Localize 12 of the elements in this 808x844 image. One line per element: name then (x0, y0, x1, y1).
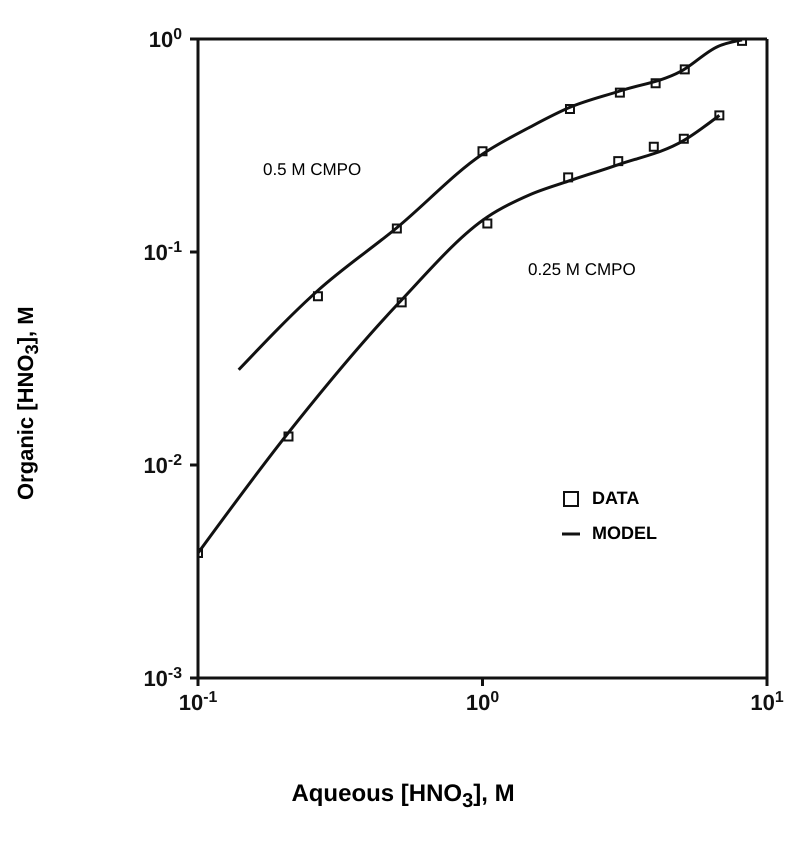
x-tick-label: 10$^{-1}$ (178, 688, 218, 715)
x-axis-title: Aqueous [HNO$_{3}$], M (290, 780, 516, 813)
annotation: 0.25 M CMPO (528, 260, 636, 280)
annotation: 0.5 M CMPO (263, 160, 362, 180)
y-tick-label: 10$^{0}$ (148, 26, 182, 52)
legend-label: MODEL (592, 523, 657, 544)
x-tick-label: 10$^{1}$ (750, 688, 784, 715)
y-tick-label: 10$^{-1}$ (143, 238, 182, 265)
y-tick-label: 10$^{-3}$ (143, 664, 182, 691)
x-tick-label: 10$^{0}$ (466, 688, 500, 715)
legend-label: DATA (592, 488, 640, 509)
y-tick-label: 10$^{-2}$ (143, 452, 182, 478)
